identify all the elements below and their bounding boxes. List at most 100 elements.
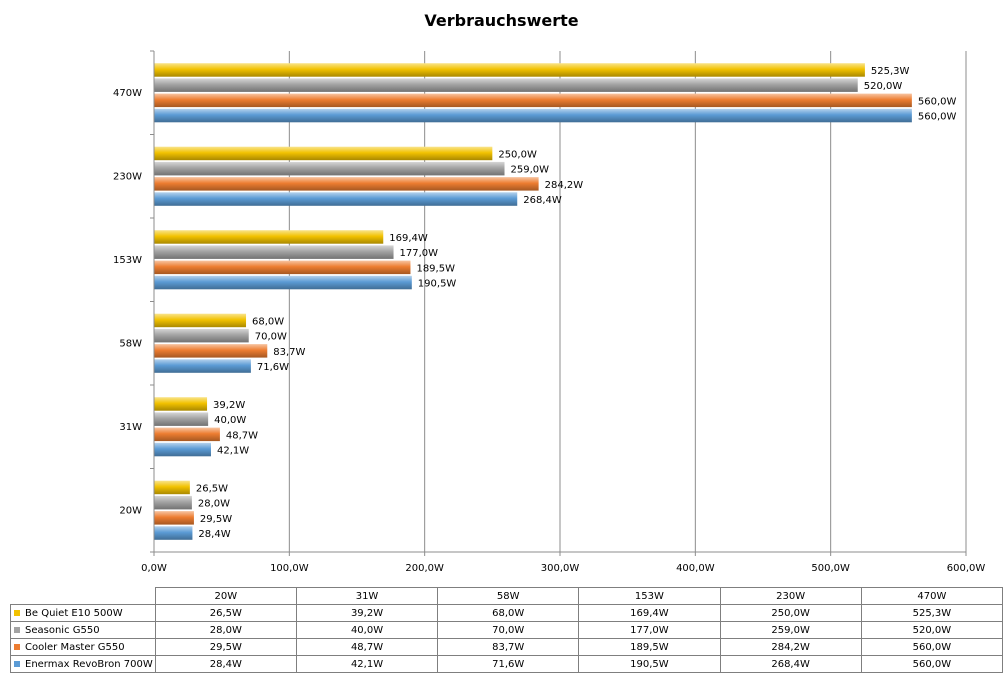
y-tick-label: 153W	[113, 255, 142, 266]
legend-entry: Enermax RevoBron 700W	[10, 655, 156, 673]
legend-label: Be Quiet E10 500W	[25, 607, 123, 619]
table-cell: 68,0W	[437, 604, 580, 622]
data-label: 268,4W	[523, 195, 562, 206]
table-column-header: 31W	[295, 587, 439, 605]
y-tick-label: 20W	[119, 505, 142, 516]
bar	[154, 93, 912, 108]
table-cell: 42,1W	[295, 655, 439, 673]
data-label: 28,4W	[198, 529, 230, 540]
bar	[154, 526, 193, 540]
table-cell: 48,7W	[295, 638, 439, 656]
data-label: 48,7W	[226, 430, 258, 441]
grid-lines	[153, 51, 967, 552]
x-tick-label: 100,0W	[270, 563, 309, 574]
bar	[154, 63, 865, 77]
bar	[154, 427, 220, 442]
table-column-header: 20W	[154, 587, 297, 605]
bar	[154, 397, 208, 411]
bar	[154, 146, 493, 161]
data-label: 28,0W	[198, 499, 230, 510]
table-cell: 28,0W	[154, 621, 297, 639]
table-row: Enermax RevoBron 700W 28,4W 42,1W 71,6W 190,…	[10, 655, 1003, 673]
table-cell: 29,5W	[154, 638, 297, 656]
table-cell: 177,0W	[578, 621, 721, 639]
bar	[154, 412, 209, 426]
y-tick-label: 31W	[119, 422, 142, 433]
x-tick-label: 0,0W	[141, 563, 167, 574]
x-tick-label: 300,0W	[541, 563, 580, 574]
bar	[154, 108, 912, 123]
data-label: 169,4W	[389, 233, 428, 244]
data-label: 26,5W	[196, 483, 228, 494]
legend-swatch	[14, 660, 20, 667]
legend-label: Seasonic G550	[25, 624, 100, 636]
table-cell: 71,6W	[437, 655, 580, 673]
table-cell: 169,4W	[578, 604, 721, 622]
data-label: 70,0W	[255, 332, 287, 343]
bar	[154, 328, 249, 343]
x-tick-label: 200,0W	[405, 563, 444, 574]
bar	[154, 495, 192, 510]
table-body: Be Quiet E10 500W 26,5W 39,2W 68,0W 169,4W 25…	[10, 604, 1003, 673]
table-cell: 28,4W	[154, 655, 297, 673]
data-labels: 26,5W 28,0W 29,5W 28,4W 39,2W 40,0W 48,7W 42,1W…	[196, 66, 957, 540]
table-cell: 250,0W	[719, 604, 862, 622]
bar	[154, 359, 251, 373]
y-tick-label: 470W	[113, 88, 142, 99]
data-label: 42,1W	[217, 446, 249, 457]
table-cell: 190,5W	[578, 655, 721, 673]
table-cell: 525,3W	[860, 604, 1003, 622]
data-label: 83,7W	[273, 347, 305, 358]
x-tick-label: 600,0W	[947, 563, 986, 574]
bar-group	[154, 63, 912, 540]
y-tick-label: 230W	[113, 171, 142, 182]
legend-swatch	[14, 643, 20, 650]
bar	[154, 78, 858, 92]
data-label: 190,5W	[418, 279, 457, 290]
legend-swatch	[14, 609, 20, 616]
y-tick-label: 58W	[119, 338, 142, 349]
bar	[154, 230, 384, 244]
legend-label: Cooler Master G550	[25, 641, 125, 653]
data-label: 189,5W	[416, 263, 455, 274]
table-cell: 26,5W	[154, 604, 297, 622]
bar-chart: 0,0W 100,0W 200,0W 300,0W 400,0W 500,0W 600,0W…	[113, 50, 986, 574]
legend-swatch	[14, 626, 20, 633]
bar	[154, 177, 539, 191]
table-column-header: 58W	[437, 587, 580, 605]
table-header-row: 20W 31W 58W 153W 230W 470W	[10, 587, 1003, 605]
table-row: Seasonic G550 28,0W 40,0W 70,0W 177,0W 259,0W…	[10, 621, 1003, 639]
data-label: 284,2W	[545, 180, 584, 191]
data-label: 68,0W	[252, 316, 284, 327]
data-label: 560,0W	[918, 112, 957, 123]
chart-title: Verbrauchswerte	[424, 11, 579, 30]
table-cell: 39,2W	[295, 604, 439, 622]
axes: 0,0W 100,0W 200,0W 300,0W 400,0W 500,0W 600,0W…	[113, 50, 986, 574]
bar	[154, 275, 412, 290]
data-label: 259,0W	[511, 165, 550, 176]
legend-label: Enermax RevoBron 700W	[25, 658, 153, 670]
table-corner	[10, 587, 156, 605]
table-row: Cooler Master G550 29,5W 48,7W 83,7W 189,5W 2…	[10, 638, 1003, 656]
data-label: 39,2W	[213, 400, 245, 411]
table-column-header: 230W	[719, 587, 862, 605]
table-row: Be Quiet E10 500W 26,5W 39,2W 68,0W 169,4W 25…	[10, 604, 1003, 622]
table-column-header: 470W	[860, 587, 1003, 605]
data-label: 520,0W	[864, 81, 903, 92]
x-tick-label: 500,0W	[811, 563, 850, 574]
bar	[154, 313, 247, 328]
table-cell: 560,0W	[860, 655, 1003, 673]
bar	[154, 442, 211, 457]
data-label: 177,0W	[400, 248, 439, 259]
data-label: 250,0W	[498, 149, 537, 160]
table-cell: 40,0W	[295, 621, 439, 639]
legend-entry: Cooler Master G550	[10, 638, 156, 656]
table-cell: 268,4W	[719, 655, 862, 673]
x-tick-label: 400,0W	[676, 563, 715, 574]
bar	[154, 245, 394, 259]
bar	[154, 260, 411, 275]
table-column-header: 153W	[578, 587, 721, 605]
table-cell: 70,0W	[437, 621, 580, 639]
legend-entry: Be Quiet E10 500W	[10, 604, 156, 622]
table-cell: 83,7W	[437, 638, 580, 656]
